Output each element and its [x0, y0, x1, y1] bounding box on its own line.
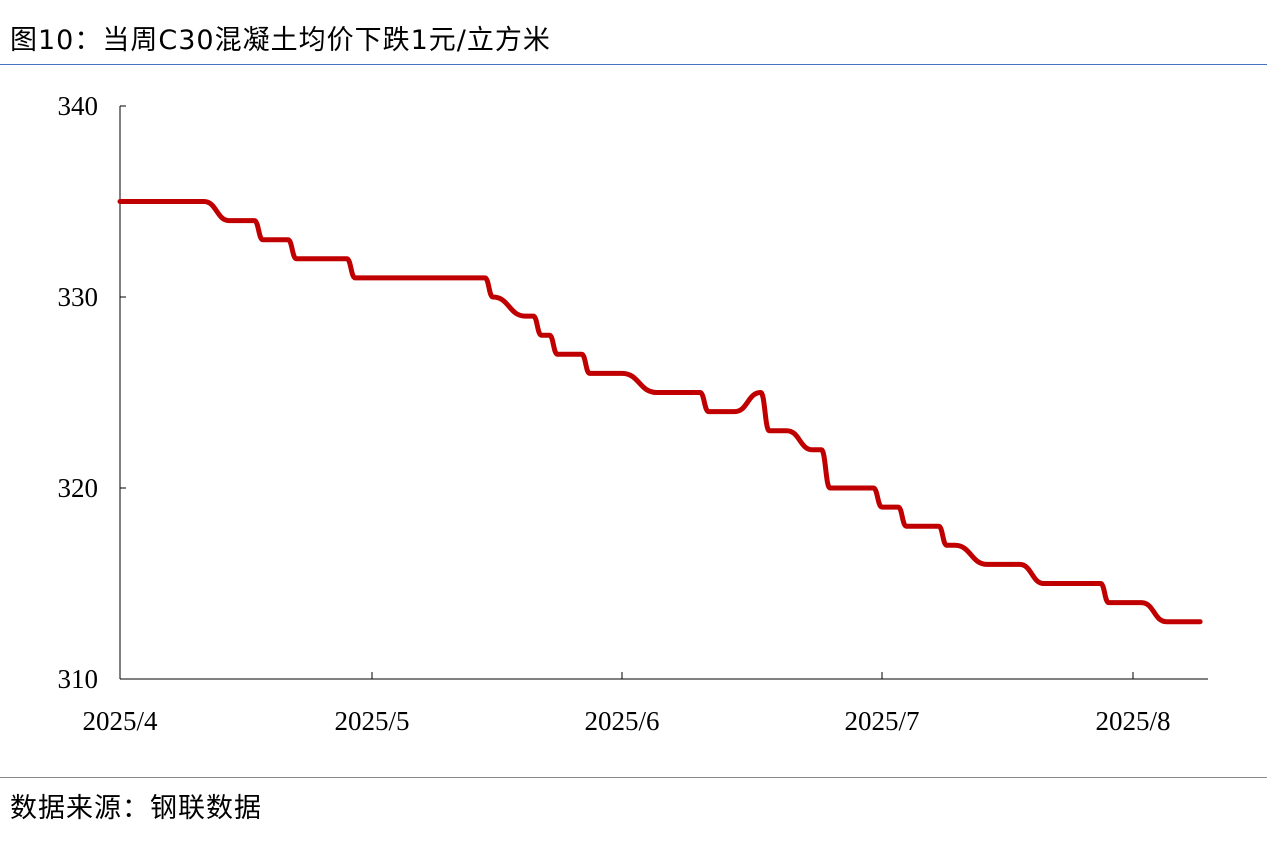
x-tick-label: 2025/4: [82, 706, 158, 736]
y-tick-label: 330: [58, 282, 99, 312]
source-divider: [0, 777, 1267, 778]
x-tick-label: 2025/5: [334, 706, 409, 736]
x-tick-label: 2025/8: [1095, 706, 1170, 736]
y-tick-label: 310: [58, 664, 99, 694]
title-divider: [0, 64, 1267, 65]
x-tick-label: 2025/6: [584, 706, 659, 736]
source-note: 数据来源：钢联数据: [10, 793, 262, 824]
y-tick-label: 340: [58, 91, 99, 121]
price-line: [117, 198, 1203, 625]
y-tick-label: 320: [58, 473, 99, 503]
chart-title: 图10：当周C30混凝土均价下跌1元/立方米: [10, 25, 551, 56]
x-tick-label: 2025/7: [844, 706, 919, 736]
